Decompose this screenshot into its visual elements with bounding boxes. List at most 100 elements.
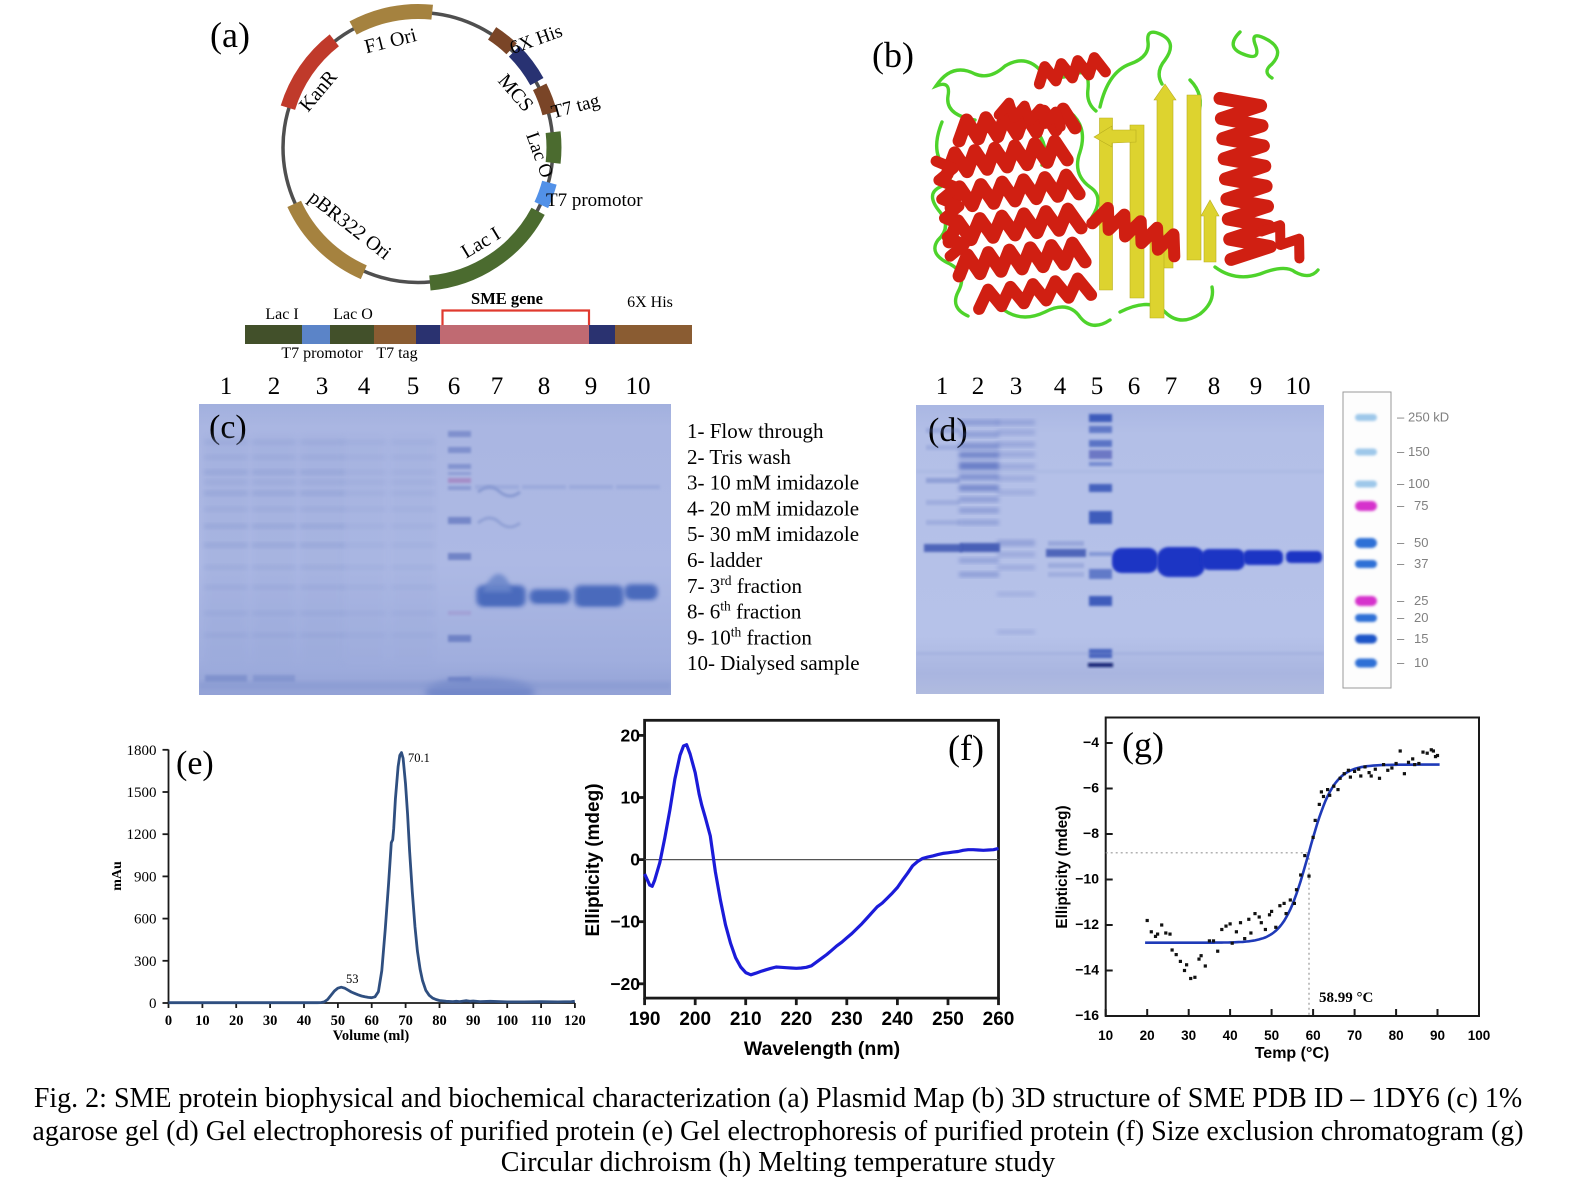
svg-text:100: 100 bbox=[1408, 476, 1430, 491]
svg-text:4: 4 bbox=[1054, 373, 1067, 400]
svg-text:T7 tag: T7 tag bbox=[376, 345, 417, 362]
svg-text:90: 90 bbox=[466, 1013, 481, 1029]
svg-text:0: 0 bbox=[165, 1013, 172, 1029]
svg-text:–: – bbox=[1397, 498, 1405, 513]
svg-text:70: 70 bbox=[398, 1013, 413, 1029]
svg-text:–: – bbox=[1397, 535, 1405, 550]
svg-text:T7 promotor: T7 promotor bbox=[281, 345, 363, 362]
svg-text:8- 6th fraction: 8- 6th fraction bbox=[687, 599, 802, 624]
svg-text:0: 0 bbox=[149, 996, 157, 1012]
svg-text:8: 8 bbox=[1208, 373, 1221, 400]
svg-text:60: 60 bbox=[1306, 1028, 1321, 1043]
svg-text:60: 60 bbox=[364, 1013, 379, 1029]
svg-text:80: 80 bbox=[432, 1013, 447, 1029]
svg-text:40: 40 bbox=[1223, 1028, 1238, 1043]
svg-text:−20: −20 bbox=[610, 974, 640, 994]
svg-text:90: 90 bbox=[1430, 1028, 1445, 1043]
svg-text:–: – bbox=[1397, 444, 1405, 459]
svg-text:(g): (g) bbox=[1122, 725, 1164, 765]
svg-text:70.1: 70.1 bbox=[408, 751, 430, 765]
svg-text:10: 10 bbox=[1414, 655, 1428, 670]
svg-text:20: 20 bbox=[1140, 1028, 1155, 1043]
svg-text:F1 Ori: F1 Ori bbox=[362, 24, 419, 58]
svg-text:58.99 °C: 58.99 °C bbox=[1319, 990, 1373, 1006]
svg-text:(e): (e) bbox=[176, 745, 214, 782]
svg-text:20: 20 bbox=[1414, 610, 1428, 625]
svg-text:9: 9 bbox=[585, 373, 598, 400]
svg-text:(f): (f) bbox=[948, 728, 984, 768]
svg-text:25: 25 bbox=[1414, 593, 1428, 608]
svg-text:mAu: mAu bbox=[110, 861, 125, 891]
svg-text:10: 10 bbox=[195, 1013, 210, 1029]
svg-text:110: 110 bbox=[531, 1013, 552, 1029]
svg-text:(b): (b) bbox=[872, 35, 914, 75]
svg-text:15: 15 bbox=[1414, 631, 1428, 646]
svg-text:0: 0 bbox=[630, 850, 640, 870]
svg-text:260: 260 bbox=[983, 1009, 1015, 1030]
svg-text:pBR322 Ori: pBR322 Ori bbox=[304, 186, 395, 264]
svg-text:80: 80 bbox=[1389, 1028, 1404, 1043]
svg-text:T7 promotor: T7 promotor bbox=[546, 190, 643, 211]
svg-text:600: 600 bbox=[134, 912, 157, 928]
svg-text:Volume (ml): Volume (ml) bbox=[333, 1028, 410, 1044]
svg-text:53: 53 bbox=[346, 972, 359, 986]
svg-text:6X His: 6X His bbox=[627, 294, 673, 311]
svg-text:9: 9 bbox=[1250, 373, 1263, 400]
svg-text:−6: −6 bbox=[1083, 780, 1099, 796]
svg-text:10: 10 bbox=[1286, 373, 1311, 400]
svg-text:Circular dichroism (h) Melting: Circular dichroism (h) Melting temperatu… bbox=[501, 1147, 1055, 1178]
svg-text:70: 70 bbox=[1347, 1028, 1362, 1043]
svg-text:1800: 1800 bbox=[127, 743, 157, 759]
svg-text:5: 5 bbox=[1091, 373, 1104, 400]
svg-text:Ellipticity (mdeg): Ellipticity (mdeg) bbox=[1054, 805, 1071, 928]
svg-text:–: – bbox=[1397, 593, 1405, 608]
svg-text:20: 20 bbox=[621, 725, 641, 745]
svg-text:37: 37 bbox=[1414, 556, 1428, 571]
svg-text:250: 250 bbox=[932, 1009, 964, 1030]
svg-text:8: 8 bbox=[538, 373, 551, 400]
svg-text:3- 10 mM imidazole: 3- 10 mM imidazole bbox=[687, 471, 859, 495]
svg-text:6X His: 6X His bbox=[507, 21, 565, 59]
svg-text:2- Tris wash: 2- Tris wash bbox=[687, 445, 791, 469]
svg-text:Ellipticity (mdeg): Ellipticity (mdeg) bbox=[583, 783, 604, 936]
svg-text:3: 3 bbox=[316, 373, 329, 400]
svg-text:Lac I: Lac I bbox=[265, 306, 298, 323]
svg-text:–: – bbox=[1397, 610, 1405, 625]
svg-text:–: – bbox=[1397, 631, 1405, 646]
svg-text:50: 50 bbox=[1264, 1028, 1279, 1043]
svg-text:30: 30 bbox=[1181, 1028, 1196, 1043]
svg-text:Fig. 2: SME protein biophysica: Fig. 2: SME protein biophysical and bioc… bbox=[34, 1083, 1522, 1114]
svg-text:−4: −4 bbox=[1083, 734, 1099, 750]
svg-text:6: 6 bbox=[448, 373, 461, 400]
svg-text:–: – bbox=[1397, 556, 1405, 571]
svg-text:1500: 1500 bbox=[127, 785, 157, 801]
svg-text:220: 220 bbox=[780, 1009, 812, 1030]
svg-text:−10: −10 bbox=[1075, 871, 1099, 887]
svg-text:7- 3rd fraction: 7- 3rd fraction bbox=[687, 573, 803, 598]
svg-text:10: 10 bbox=[621, 788, 641, 808]
svg-text:4- 20 mM imidazole: 4- 20 mM imidazole bbox=[687, 496, 859, 520]
svg-text:10- Dialysed sample: 10- Dialysed sample bbox=[687, 651, 860, 675]
svg-text:−16: −16 bbox=[1075, 1007, 1099, 1023]
svg-text:Wavelength (nm): Wavelength (nm) bbox=[744, 1038, 900, 1060]
svg-text:190: 190 bbox=[629, 1009, 661, 1030]
svg-text:7: 7 bbox=[491, 373, 504, 400]
svg-text:1: 1 bbox=[220, 373, 233, 400]
svg-text:2: 2 bbox=[268, 373, 281, 400]
svg-text:900: 900 bbox=[134, 869, 157, 885]
svg-text:150: 150 bbox=[1408, 444, 1430, 459]
svg-text:Lac O: Lac O bbox=[333, 306, 373, 323]
svg-text:–: – bbox=[1397, 655, 1405, 670]
svg-text:250 kD: 250 kD bbox=[1408, 410, 1449, 425]
svg-text:300: 300 bbox=[134, 954, 157, 970]
svg-text:7: 7 bbox=[1165, 373, 1178, 400]
svg-text:T7 tag: T7 tag bbox=[549, 90, 602, 123]
svg-text:(a): (a) bbox=[210, 15, 250, 55]
svg-text:3: 3 bbox=[1010, 373, 1023, 400]
svg-text:10: 10 bbox=[626, 373, 651, 400]
svg-text:5- 30 mM imidazole: 5- 30 mM imidazole bbox=[687, 522, 859, 546]
svg-text:1- Flow through: 1- Flow through bbox=[687, 419, 824, 443]
svg-text:2: 2 bbox=[972, 373, 985, 400]
svg-text:50: 50 bbox=[331, 1013, 346, 1029]
svg-text:Temp (°C): Temp (°C) bbox=[1255, 1045, 1330, 1062]
